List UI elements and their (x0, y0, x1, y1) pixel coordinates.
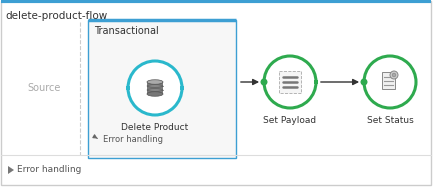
Text: Set Payload: Set Payload (263, 116, 317, 125)
Text: Set Status: Set Status (367, 116, 414, 125)
Bar (88, 20, 236, 158)
Bar (382, 72, 395, 89)
Polygon shape (8, 166, 14, 174)
Ellipse shape (147, 85, 163, 87)
Circle shape (128, 61, 182, 115)
Text: Source: Source (27, 83, 61, 93)
Text: delete-product-flow: delete-product-flow (5, 11, 107, 21)
Text: Error handling: Error handling (17, 165, 81, 174)
Ellipse shape (147, 80, 163, 84)
Text: Transactional: Transactional (94, 26, 159, 36)
Circle shape (264, 56, 316, 108)
Bar (126, 86, 130, 90)
Circle shape (364, 56, 416, 108)
Bar (279, 71, 301, 93)
Circle shape (390, 71, 398, 79)
Ellipse shape (147, 89, 163, 91)
Text: Error handling: Error handling (103, 136, 163, 145)
Circle shape (392, 73, 396, 77)
Bar (147, 82, 163, 94)
Bar (180, 86, 184, 90)
Circle shape (261, 79, 268, 85)
Bar (314, 80, 318, 84)
Circle shape (361, 79, 368, 85)
Ellipse shape (147, 92, 163, 96)
Text: Delete Product: Delete Product (121, 123, 189, 132)
